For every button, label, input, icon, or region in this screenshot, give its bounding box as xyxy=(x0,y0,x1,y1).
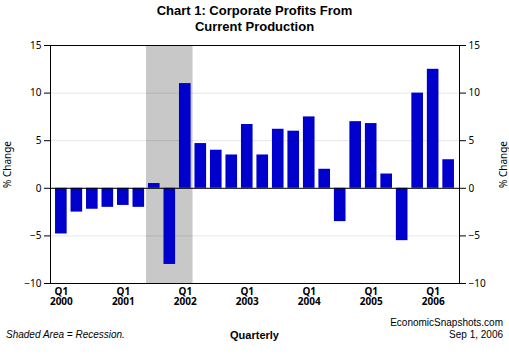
svg-text:10: 10 xyxy=(469,85,481,99)
svg-text:−10: −10 xyxy=(24,276,41,290)
svg-text:Q12000: Q12000 xyxy=(50,284,73,308)
svg-text:15: 15 xyxy=(30,38,42,52)
svg-text:Q12003: Q12003 xyxy=(236,284,259,308)
svg-text:Q12002: Q12002 xyxy=(174,284,197,308)
svg-text:Q12006: Q12006 xyxy=(422,284,445,308)
svg-text:Q12005: Q12005 xyxy=(360,284,383,308)
svg-text:10: 10 xyxy=(30,85,42,99)
svg-text:−5: −5 xyxy=(30,228,42,242)
svg-text:15: 15 xyxy=(469,38,481,52)
svg-text:5: 5 xyxy=(469,133,475,147)
svg-text:% Change: % Change xyxy=(496,141,509,188)
svg-text:Q12001: Q12001 xyxy=(112,284,135,308)
html-text:Shaded Area = Recession.: Shaded Area = Recession. xyxy=(6,329,125,340)
svg-text:5: 5 xyxy=(36,133,42,147)
svg-text:% Change: % Change xyxy=(0,141,14,188)
html-text:Chart 1: Corporate Profits Fro: Chart 1: Corporate Profits From Current … xyxy=(156,3,353,34)
svg-text:−10: −10 xyxy=(469,276,486,290)
svg-text:0: 0 xyxy=(36,181,42,195)
svg-text:−5: −5 xyxy=(469,228,481,242)
html-text:EconomicSnapshots.com Sep 1, 2: EconomicSnapshots.com Sep 1, 2006 xyxy=(390,317,503,340)
svg-text:0: 0 xyxy=(469,181,475,195)
html-text:Quarterly: Quarterly xyxy=(230,329,279,341)
svg-text:Q12004: Q12004 xyxy=(298,284,321,308)
